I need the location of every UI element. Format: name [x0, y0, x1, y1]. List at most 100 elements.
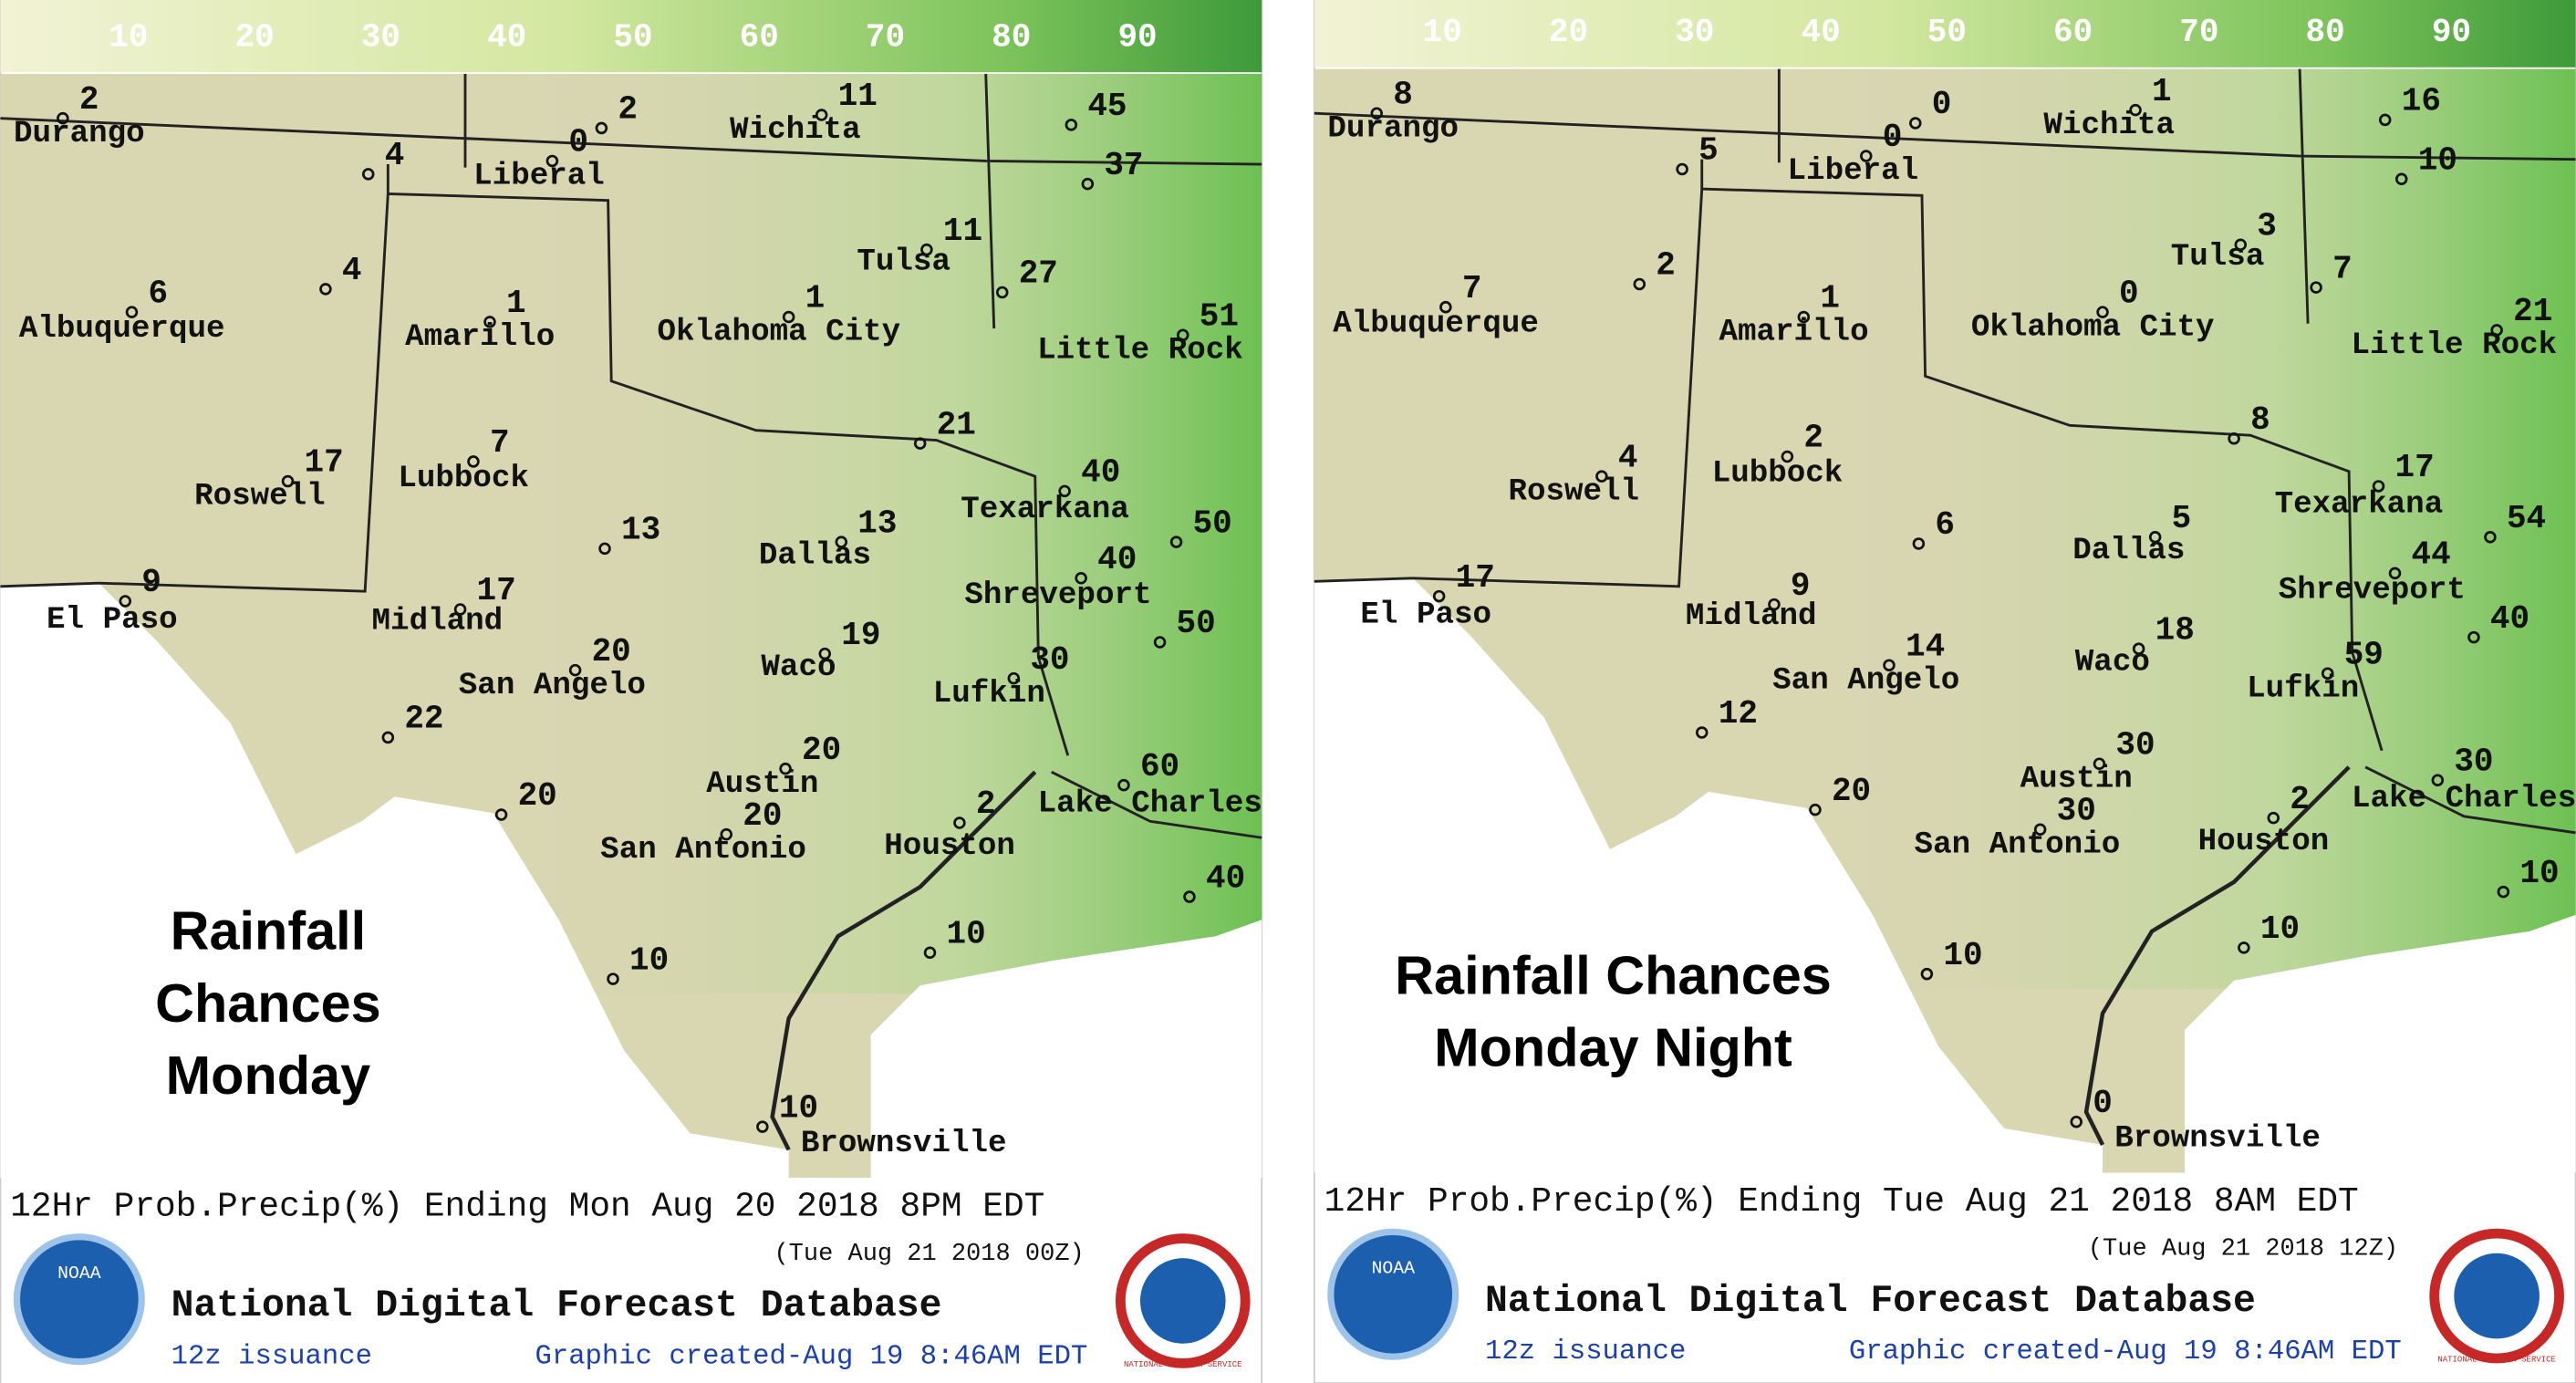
station-value: 14 — [1906, 628, 1945, 665]
created: Graphic created-Aug 19 8:46AM EDT — [1849, 1336, 2402, 1367]
city-name: San Angelo — [459, 669, 646, 703]
overlay-title: Rainfall Chances — [1395, 944, 1832, 1005]
station-dot — [2238, 941, 2250, 954]
station-value: 18 — [2155, 611, 2195, 649]
footer-line2: (Tue Aug 21 2018 00Z) — [774, 1241, 1084, 1268]
station-dot — [1007, 671, 1021, 685]
city-name: Roswell — [1508, 474, 1639, 509]
station-dot — [2228, 432, 2240, 445]
colorbar-tick-label: 10 — [109, 18, 148, 56]
station-dot — [1781, 450, 1794, 463]
station-value: 1 — [1820, 280, 1840, 317]
station-value: 7 — [2332, 250, 2353, 287]
city-name: Texarkana — [961, 493, 1129, 527]
borders — [1314, 68, 2576, 835]
station-dot — [920, 243, 933, 256]
station-value: 50 — [1177, 605, 1216, 642]
city-name: Dallas — [759, 539, 871, 574]
station-value: 20 — [518, 777, 557, 815]
station-value: 17 — [305, 444, 344, 482]
station-value: 30 — [1030, 641, 1069, 679]
station-value: 21 — [2513, 293, 2552, 330]
colorbar-tick-label: 50 — [1927, 14, 1967, 51]
city-name: Lubbock — [1712, 457, 1844, 492]
city-name: Oklahoma City — [657, 316, 900, 350]
colorbar-tick-label: 30 — [1675, 14, 1714, 51]
station-dot — [1883, 659, 1896, 671]
station-dot — [598, 542, 611, 556]
station-value: 13 — [857, 504, 897, 542]
station-value: 20 — [1832, 773, 1871, 810]
station-dot — [2490, 324, 2503, 337]
station-dot — [756, 1120, 769, 1133]
station-dot — [483, 316, 496, 328]
city-name: Lubbock — [398, 462, 529, 496]
noaa-logo — [1327, 1228, 1459, 1360]
station-value: 3 — [2257, 207, 2277, 244]
station-value: 21 — [937, 406, 976, 443]
station-dot — [2129, 103, 2142, 117]
map-wet — [493, 74, 1262, 994]
city-name: Wichita — [730, 113, 861, 148]
station-dot — [568, 663, 582, 677]
station-dot — [2093, 757, 2106, 770]
city-name: Tulsa — [857, 244, 950, 279]
city-name: Durango — [14, 117, 145, 151]
noaa-logo-text: NOAA — [1371, 1258, 1415, 1278]
station-value: 40 — [1097, 541, 1137, 578]
station-value: 2 — [976, 785, 996, 823]
station-dot — [2070, 1115, 2083, 1128]
station-dot — [1920, 967, 1934, 981]
city-name: Dallas — [2072, 534, 2185, 568]
station-value: 30 — [2454, 743, 2493, 780]
station-dot — [57, 111, 69, 125]
station-value: 10 — [1943, 937, 1982, 974]
station-value: 2 — [1803, 420, 1823, 457]
station-dot — [1153, 636, 1167, 649]
nws-logo-inner — [2454, 1253, 2540, 1339]
station-value: 12 — [1719, 695, 1758, 733]
issuance: 12z issuance — [171, 1341, 372, 1372]
station-dot — [2378, 113, 2392, 127]
city-name: Shreveport — [964, 578, 1151, 613]
station-dot — [782, 310, 795, 324]
coast — [2083, 765, 2351, 1146]
station-dot — [913, 437, 927, 450]
city-name: Lufkin — [933, 677, 1045, 712]
colorbar-tick-label: 70 — [866, 18, 905, 56]
station-value: 51 — [1200, 297, 1239, 335]
noaa-logo — [13, 1233, 145, 1366]
footer-line2: (Tue Aug 21 2018 12Z) — [2088, 1236, 2398, 1263]
station-dot — [2033, 823, 2047, 836]
station-dot — [545, 154, 559, 168]
station-dot — [607, 972, 619, 985]
colorbar-tick-label: 40 — [487, 18, 526, 56]
city-name: Waco — [2075, 646, 2150, 681]
station-value: 10 — [2519, 855, 2559, 892]
station-value: 17 — [2395, 449, 2435, 486]
station-value: 8 — [2250, 401, 2270, 439]
city-name: Austin — [2020, 762, 2133, 796]
nws-logo-text: NATIONAL WEATHER SERVICE — [2437, 1356, 2556, 1365]
gulf — [2185, 914, 2576, 1173]
station-dot — [1633, 277, 1646, 291]
city-name: Little Rock — [1037, 334, 1243, 369]
station-dot — [995, 286, 1009, 299]
station-value: 30 — [2115, 726, 2155, 764]
station-value: 0 — [2093, 1085, 2113, 1122]
colorbar-tick-label: 30 — [361, 18, 400, 56]
station-value: 10 — [2260, 910, 2300, 948]
city-name: Lake Charles — [2352, 782, 2576, 816]
station-dot — [1169, 536, 1183, 548]
station-dot — [2497, 885, 2510, 899]
footer-line1: 12Hr Prob.Precip(%) Ending Tue Aug 21 20… — [1324, 1183, 2359, 1222]
station-dot — [2372, 480, 2385, 493]
city-name: San Angelo — [1772, 663, 1959, 698]
city-name: Waco — [761, 650, 836, 685]
station-dot — [2484, 531, 2497, 544]
city-name: Wichita — [2043, 109, 2175, 143]
station-value: 17 — [477, 572, 516, 609]
